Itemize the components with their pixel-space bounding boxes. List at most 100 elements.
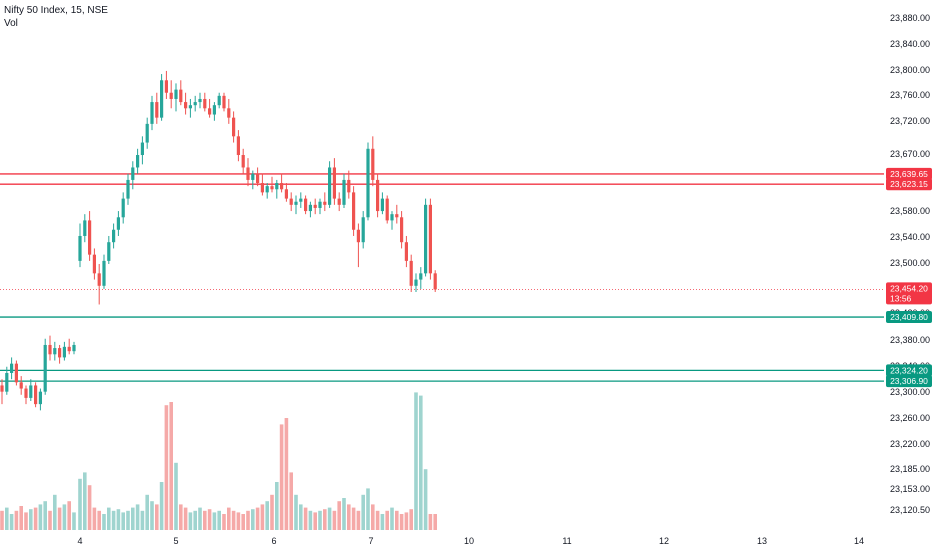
candle-body	[280, 183, 284, 190]
volume-bar	[332, 510, 337, 530]
volume-bar	[423, 469, 428, 530]
candle-body	[308, 204, 312, 212]
candle-body	[390, 214, 394, 221]
volume-bar	[270, 494, 274, 530]
candle-body	[385, 198, 389, 221]
volume-bar	[53, 494, 57, 530]
candle-body	[433, 273, 437, 290]
volume-bar	[260, 504, 265, 530]
candle-body	[48, 344, 52, 355]
volume-bar	[375, 510, 380, 530]
candle-body	[414, 279, 418, 286]
volume-bar	[193, 510, 197, 530]
candle-body	[217, 95, 221, 106]
candle-body	[227, 108, 231, 118]
volume-bar	[366, 488, 370, 530]
time-tick-label: 12	[659, 536, 669, 546]
level-price-label: 23,623.15	[890, 179, 928, 189]
volume-bars	[0, 392, 437, 530]
candle-body	[289, 198, 293, 205]
candle-body	[419, 273, 423, 280]
horizontal-levels[interactable]	[0, 173, 884, 382]
candle-body	[121, 198, 125, 218]
time-axis[interactable]: 4 5 6 7 10 11 12 13 14	[77, 536, 864, 546]
candle-body	[428, 204, 432, 274]
candle-body	[270, 186, 274, 190]
volume-bar	[131, 507, 135, 530]
volume-bar	[236, 512, 241, 530]
candle-body	[97, 273, 101, 286]
price-tick-label: 23,500.00	[890, 258, 930, 268]
volume-bar	[179, 504, 183, 530]
candle-body	[83, 220, 87, 236]
price-axis[interactable]: 23,880.00 23,840.00 23,800.00 23,760.00 23,7…	[890, 13, 930, 515]
price-tick-label: 23,720.00	[890, 116, 930, 126]
volume-bar	[203, 510, 207, 530]
candle-body	[145, 123, 149, 143]
volume-bar	[102, 514, 106, 530]
volume-bar	[419, 395, 423, 530]
volume-bar	[327, 507, 332, 530]
candle-body	[112, 229, 116, 243]
candle-body	[62, 346, 66, 358]
volume-bar	[126, 510, 130, 530]
volume-bar	[164, 405, 169, 530]
candle-body	[88, 220, 92, 255]
chart-legend: Nifty 50 Index, 15, NSE Vol	[4, 4, 108, 30]
volume-bar	[255, 507, 260, 530]
bar-countdown: 13:56	[890, 293, 912, 303]
volume-bar	[308, 510, 313, 530]
volume-bar	[92, 507, 97, 530]
symbol-title[interactable]: Nifty 50 Index, 15, NSE	[4, 5, 108, 16]
candle-body	[14, 363, 18, 383]
volume-bar	[342, 498, 346, 530]
candle-body	[260, 183, 264, 193]
volume-bar	[116, 509, 121, 530]
candle-body	[131, 167, 135, 180]
volume-bar	[337, 501, 341, 530]
candle-body	[102, 260, 106, 286]
candle-body	[150, 102, 154, 124]
candle-body	[404, 242, 408, 261]
candle-body	[232, 117, 236, 137]
candle-body	[304, 198, 308, 212]
price-tick-label: 23,880.00	[890, 13, 930, 23]
price-tick-label: 23,380.00	[890, 335, 930, 345]
volume-bar	[169, 402, 173, 530]
volume-bar	[414, 392, 418, 530]
price-tick-label: 23,153.00	[890, 484, 930, 494]
volume-bar	[207, 509, 212, 530]
price-tick-label: 23,260.00	[890, 413, 930, 423]
candle-body	[136, 155, 140, 168]
candle-body	[356, 229, 360, 243]
volume-bar	[361, 494, 365, 530]
volume-bar	[107, 507, 111, 530]
volume-bar	[356, 510, 361, 530]
level-price-label: 23,639.65	[890, 169, 928, 179]
volume-bar	[227, 507, 231, 530]
volume-bar	[399, 514, 404, 530]
candle-body	[78, 235, 82, 261]
volume-bar	[289, 472, 293, 530]
candle-body	[332, 167, 336, 199]
price-tick-label: 23,800.00	[890, 65, 930, 75]
candle-body	[0, 385, 4, 392]
candle-body	[198, 98, 202, 103]
volume-bar	[72, 512, 76, 530]
volume-bar	[318, 510, 322, 530]
volume-bar	[67, 501, 71, 530]
candle-body	[352, 192, 356, 230]
price-tick-label: 23,760.00	[890, 90, 930, 100]
candle-body	[366, 148, 370, 218]
candle-body	[265, 186, 269, 193]
volume-bar	[174, 462, 178, 530]
candle-body	[241, 155, 245, 168]
candle-body	[155, 102, 159, 118]
volume-bar	[24, 512, 28, 530]
volume-label[interactable]: Vol	[4, 18, 18, 29]
candle-body	[126, 179, 130, 199]
candle-body	[140, 142, 144, 156]
time-tick-label: 5	[173, 536, 178, 546]
candle-body	[246, 167, 250, 180]
